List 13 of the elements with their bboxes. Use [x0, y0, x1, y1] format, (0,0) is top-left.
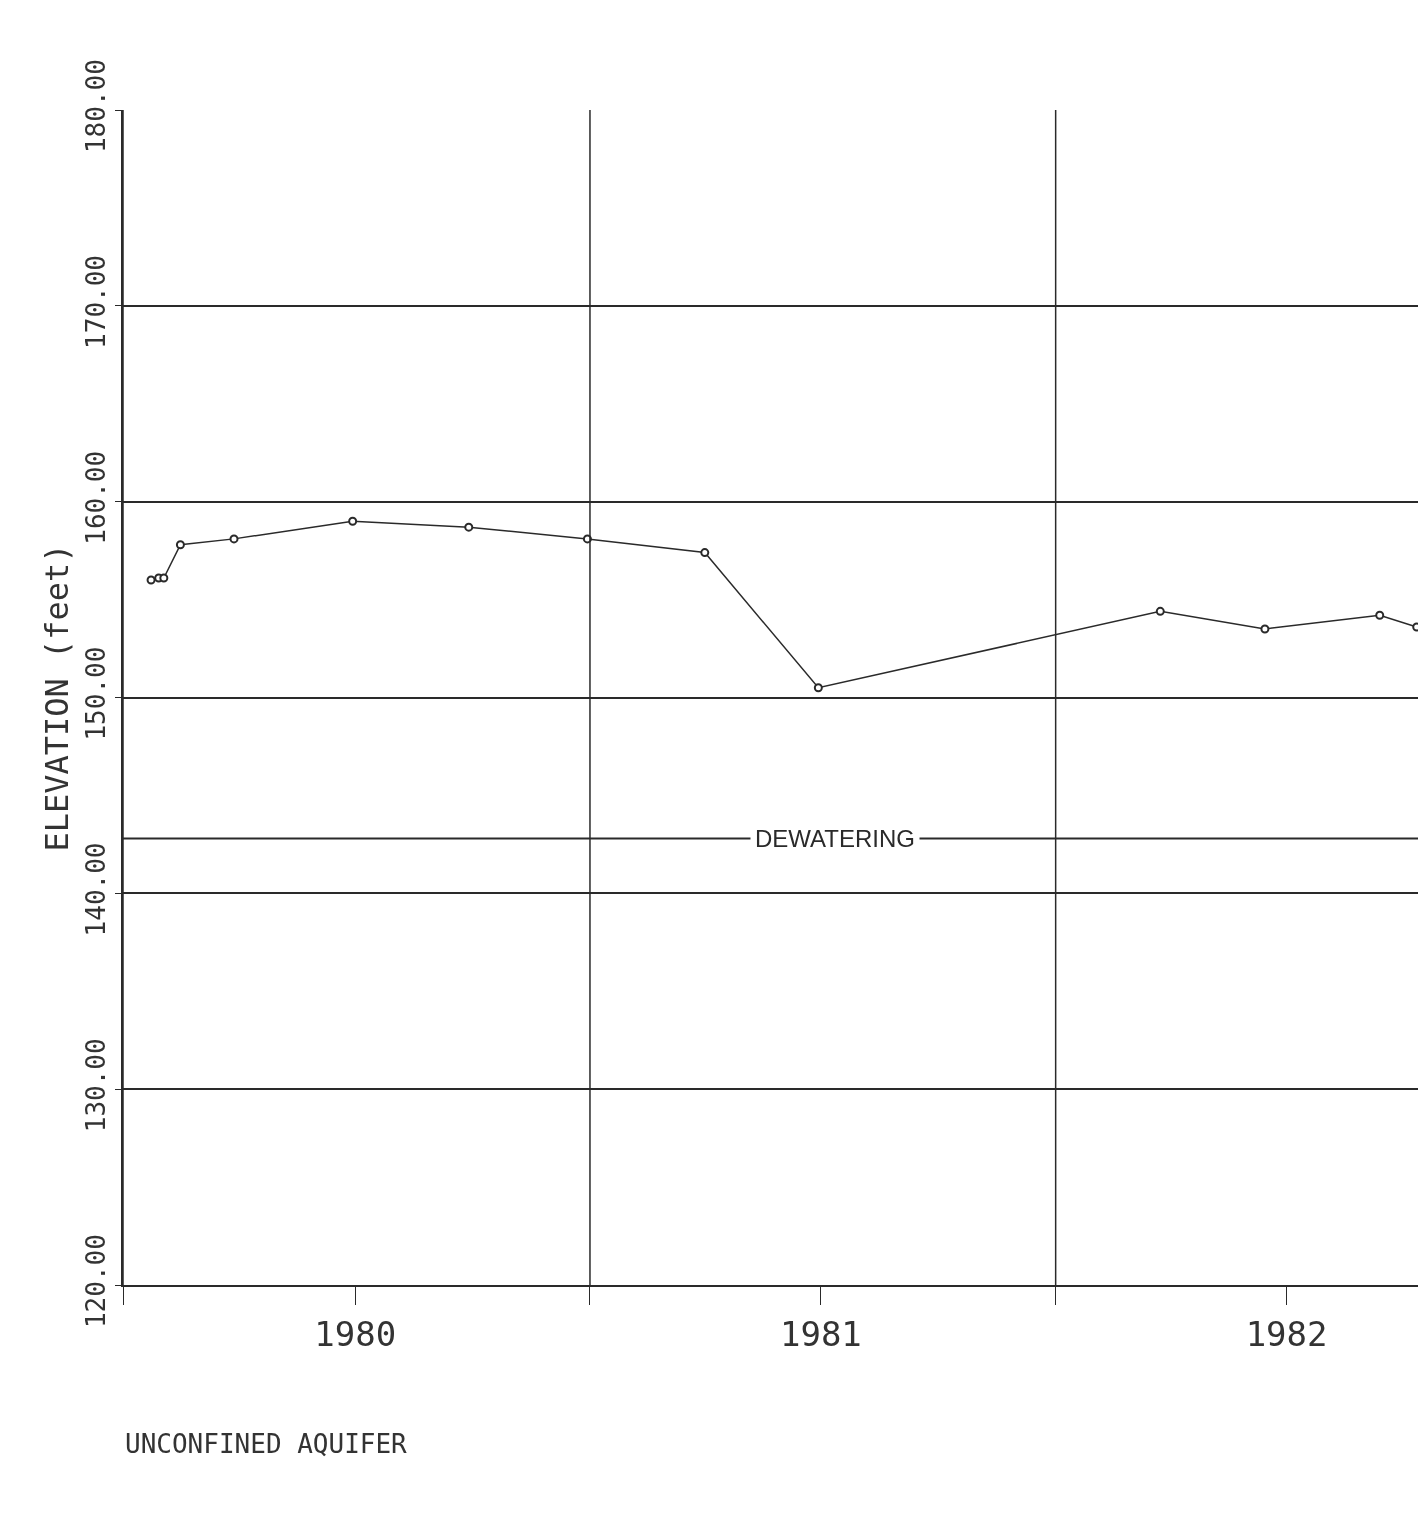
y-tick-label: 180.00	[80, 59, 111, 154]
ref-line-label: DEWATERING	[755, 825, 915, 852]
x-tick-label: 1980	[314, 1313, 397, 1354]
y-tick-label: 170.00	[80, 254, 111, 349]
text: UNCONFINED AQUIFER	[125, 1429, 408, 1459]
y-tick-label: 150.00	[80, 646, 111, 741]
x-tick-label: 1981	[779, 1313, 862, 1354]
y-tick-label: 130.00	[80, 1038, 111, 1133]
y-tick-label: 120.00	[80, 1234, 111, 1329]
x-tick-label: 1982	[1245, 1313, 1328, 1354]
y-tick-label: 160.00	[80, 450, 111, 545]
y-tick-label: 140.00	[80, 842, 111, 937]
y-axis-title: ELEVATION (feet)	[38, 543, 77, 852]
